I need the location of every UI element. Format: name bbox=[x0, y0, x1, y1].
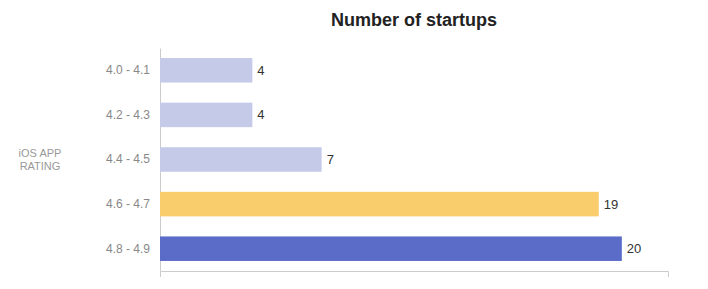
data-label: 7 bbox=[327, 152, 334, 167]
data-label: 4 bbox=[257, 107, 264, 122]
chart: Number of startups iOS APPRATING 4.0 - 4.1… bbox=[0, 0, 708, 289]
bars bbox=[160, 58, 622, 261]
y-tick-label: 4.8 - 4.9 bbox=[106, 242, 150, 256]
y-axis-title-line: RATING bbox=[20, 160, 61, 172]
y-tick-label: 4.4 - 4.5 bbox=[106, 152, 150, 166]
x-axis-line bbox=[161, 272, 669, 278]
y-tick-label: 4.0 - 4.1 bbox=[106, 63, 150, 77]
y-axis-title: iOS APPRATING bbox=[19, 147, 62, 172]
data-label: 20 bbox=[627, 241, 641, 256]
plot: 4.0 - 4.1 4.2 - 4.3 4.4 - 4.5 4.6 - 4.7 4.8 … bbox=[106, 49, 669, 278]
y-tick: 4.2 - 4.3 bbox=[106, 108, 160, 122]
x-axis bbox=[161, 272, 669, 278]
data-labels: 4 4 7 19 20 bbox=[257, 63, 641, 256]
bar bbox=[160, 236, 622, 261]
y-tick-label: 4.2 - 4.3 bbox=[106, 108, 150, 122]
bar bbox=[160, 103, 252, 128]
y-axis: 4.0 - 4.1 4.2 - 4.3 4.4 - 4.5 4.6 - 4.7 4.8 … bbox=[106, 49, 161, 272]
y-axis-title-line: iOS APP bbox=[19, 147, 62, 159]
title: Number of startups bbox=[331, 10, 497, 30]
data-label: 19 bbox=[604, 197, 618, 212]
y-tick: 4.6 - 4.7 bbox=[106, 197, 160, 211]
y-tick: 4.4 - 4.5 bbox=[106, 152, 160, 166]
bar bbox=[160, 192, 599, 217]
data-label: 4 bbox=[257, 63, 264, 78]
y-tick-label: 4.6 - 4.7 bbox=[106, 197, 150, 211]
bar bbox=[160, 58, 252, 83]
y-tick: 4.8 - 4.9 bbox=[106, 242, 160, 256]
bar bbox=[160, 147, 322, 172]
y-tick: 4.0 - 4.1 bbox=[106, 63, 160, 77]
